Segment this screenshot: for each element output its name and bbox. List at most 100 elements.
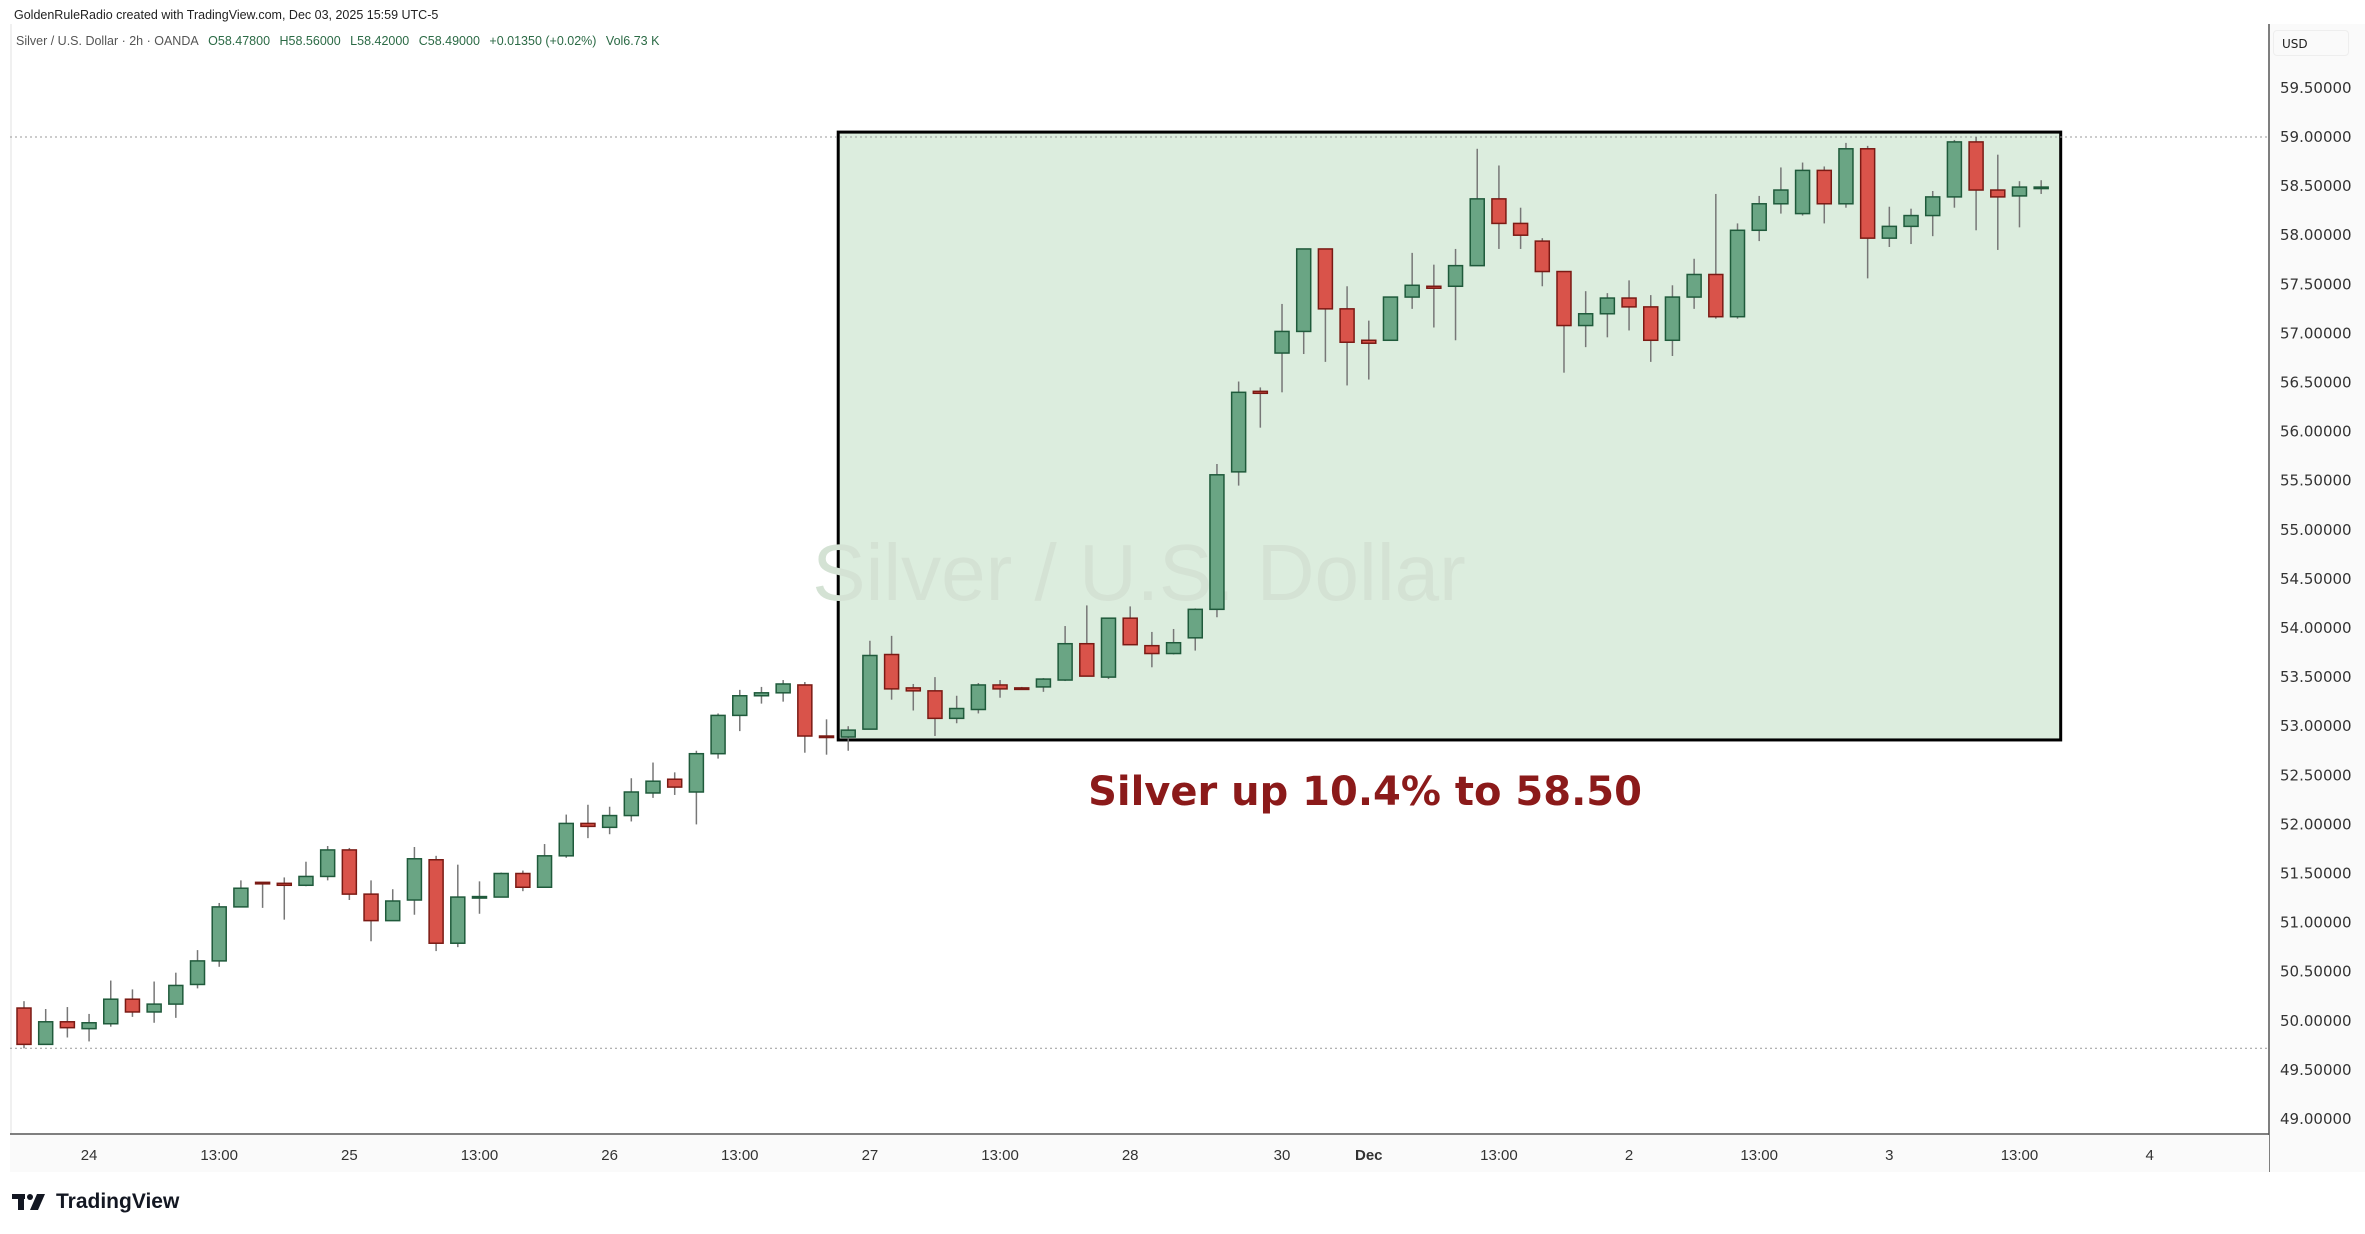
- candle-up[interactable]: [753, 686, 770, 704]
- candle-up[interactable]: [862, 640, 878, 730]
- candle-up[interactable]: [189, 950, 206, 989]
- candle-up[interactable]: [1946, 139, 1963, 208]
- candle-down[interactable]: [124, 989, 141, 1017]
- candle-up[interactable]: [1751, 195, 1767, 242]
- candle-up[interactable]: [1187, 608, 1204, 651]
- candle-down[interactable]: [1708, 193, 1724, 319]
- candle-up[interactable]: [840, 726, 856, 751]
- candle-up[interactable]: [1924, 191, 1941, 237]
- highlight-rectangle[interactable]: [836, 130, 2063, 742]
- candle-down[interactable]: [1534, 238, 1551, 287]
- candle-up[interactable]: [1794, 162, 1811, 216]
- candle-up[interactable]: [1881, 206, 1898, 247]
- candle-up[interactable]: [298, 861, 314, 887]
- candle-down[interactable]: [276, 877, 293, 920]
- candle-up[interactable]: [1469, 148, 1485, 267]
- candle-down[interactable]: [1361, 320, 1377, 380]
- candle-up[interactable]: [168, 972, 184, 1018]
- candle-up[interactable]: [1382, 296, 1399, 342]
- candle-up[interactable]: [536, 844, 553, 888]
- candle-down[interactable]: [905, 683, 922, 711]
- candle-down[interactable]: [1621, 280, 1637, 331]
- candle-up[interactable]: [948, 695, 965, 724]
- candle-up[interactable]: [645, 762, 661, 798]
- candle-up[interactable]: [688, 750, 705, 825]
- candle-down[interactable]: [1144, 631, 1160, 668]
- candle-up[interactable]: [2033, 180, 2049, 194]
- candle-up[interactable]: [103, 980, 119, 1027]
- candle-up[interactable]: [1404, 252, 1420, 309]
- candle-down[interactable]: [1643, 295, 1659, 362]
- tradingview-logo[interactable]: TradingView: [12, 1190, 179, 1214]
- candle-down[interactable]: [666, 772, 683, 795]
- candle-up[interactable]: [1664, 285, 1681, 356]
- candle-up[interactable]: [1230, 381, 1247, 486]
- candle-up[interactable]: [1447, 248, 1464, 341]
- candle-up[interactable]: [1100, 617, 1117, 680]
- candle-up[interactable]: [558, 814, 574, 858]
- candle-up[interactable]: [211, 902, 227, 967]
- candle-down[interactable]: [1859, 145, 1876, 279]
- candle-up[interactable]: [710, 713, 726, 759]
- candle-up[interactable]: [1838, 142, 1854, 208]
- candle-down[interactable]: [341, 847, 358, 901]
- candle-up[interactable]: [732, 689, 748, 732]
- candle-up[interactable]: [623, 778, 640, 822]
- candle-up[interactable]: [601, 806, 618, 835]
- candle-down[interactable]: [1013, 686, 1030, 691]
- candle-up[interactable]: [319, 846, 336, 881]
- candle-down[interactable]: [1968, 137, 1984, 231]
- candle-down[interactable]: [797, 682, 813, 753]
- candle-up[interactable]: [406, 846, 423, 915]
- currency-button[interactable]: USD: [2273, 30, 2349, 56]
- candle-up[interactable]: [775, 680, 791, 702]
- candle-up[interactable]: [1035, 678, 1052, 692]
- candle-up[interactable]: [2011, 181, 2028, 228]
- candle-down[interactable]: [580, 804, 596, 839]
- candle-up[interactable]: [1165, 628, 1182, 655]
- candle-up[interactable]: [1577, 291, 1594, 348]
- candle-down[interactable]: [363, 880, 379, 942]
- candle-up[interactable]: [471, 881, 488, 914]
- candle-down[interactable]: [1317, 248, 1334, 362]
- candle-up[interactable]: [1599, 293, 1616, 338]
- candle-down[interactable]: [1512, 207, 1529, 249]
- candle-down[interactable]: [428, 855, 444, 952]
- candle-up[interactable]: [1274, 303, 1290, 393]
- candle-up[interactable]: [37, 1009, 54, 1046]
- candle-up[interactable]: [493, 872, 509, 898]
- candle-down[interactable]: [1491, 165, 1507, 249]
- candle-down[interactable]: [1079, 605, 1095, 677]
- candle-down[interactable]: [515, 870, 531, 892]
- candle-up[interactable]: [1903, 208, 1919, 245]
- price-axis[interactable]: [2270, 24, 2365, 1172]
- candle-down[interactable]: [1339, 286, 1355, 386]
- candle-up[interactable]: [233, 880, 249, 908]
- candle-down[interactable]: [1556, 270, 1572, 373]
- candle-down[interactable]: [254, 881, 271, 908]
- candle-up[interactable]: [146, 981, 162, 1023]
- time-axis[interactable]: [10, 1135, 2269, 1172]
- candle-down[interactable]: [1816, 166, 1833, 224]
- candle-down[interactable]: [927, 677, 943, 737]
- candle-up[interactable]: [81, 1013, 97, 1042]
- candle-up[interactable]: [1729, 223, 1746, 319]
- candle-down[interactable]: [1426, 264, 1442, 328]
- candle-down[interactable]: [16, 1001, 32, 1049]
- candle-up[interactable]: [1209, 464, 1225, 618]
- candle-up[interactable]: [384, 889, 401, 922]
- candle-down[interactable]: [818, 719, 835, 755]
- candle-down[interactable]: [883, 635, 900, 700]
- candle-down[interactable]: [1990, 154, 2006, 250]
- candle-down[interactable]: [1122, 606, 1138, 646]
- candle-up[interactable]: [1295, 248, 1312, 355]
- candle-down[interactable]: [992, 680, 1008, 698]
- candle-up[interactable]: [1686, 258, 1702, 309]
- candle-down[interactable]: [1252, 387, 1269, 428]
- candle-up[interactable]: [1773, 167, 1789, 214]
- candle-down[interactable]: [59, 1007, 76, 1038]
- candle-up[interactable]: [450, 864, 466, 948]
- candle-up[interactable]: [1057, 626, 1073, 682]
- chart-pane[interactable]: [10, 24, 2270, 1134]
